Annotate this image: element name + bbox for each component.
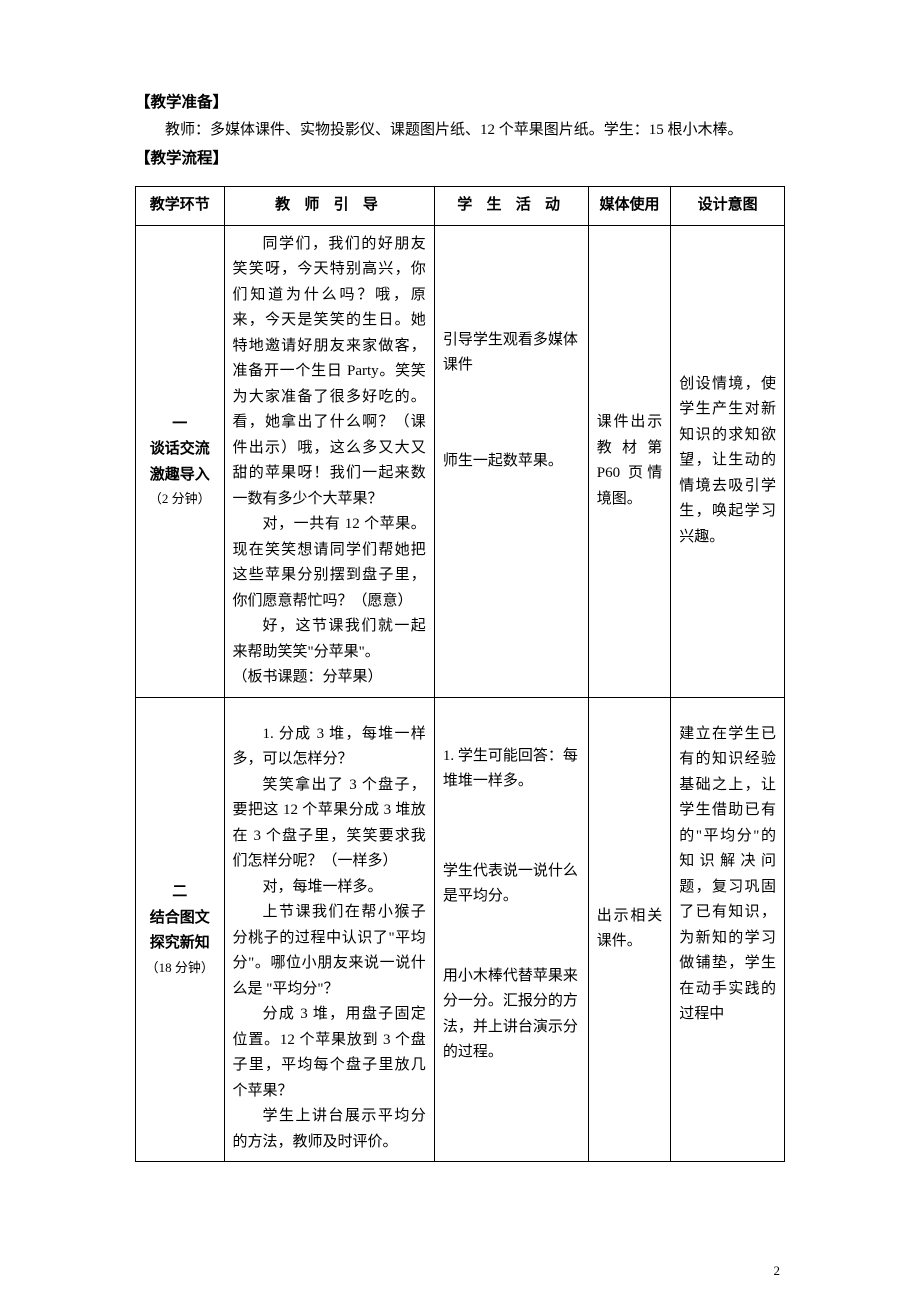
student-para: 1. 学生可能回答：每堆堆一样多。 — [443, 744, 580, 795]
teacher-para: 分成 3 堆，用盘子固定位置。12 个苹果放到 3 个盘子里，平均每个盘子里放几… — [233, 1002, 426, 1104]
header-media: 媒体使用 — [588, 187, 671, 226]
teacher-para: 笑笑拿出了 3 个盘子，要把这 12 个苹果分成 3 堆放在 3 个盘子里，笑笑… — [233, 773, 426, 875]
teacher-para: （板书课题：分苹果） — [233, 665, 426, 691]
student-cell-2: 1. 学生可能回答：每堆堆一样多。 学生代表说一说什么是平均分。 用小木棒代替苹… — [434, 697, 588, 1162]
header-teacher: 教 师 引 导 — [224, 187, 434, 226]
prep-text: 教师：多媒体课件、实物投影仪、课题图片纸、12 个苹果图片纸。学生：15 根小木… — [135, 118, 785, 144]
teacher-para: 上节课我们在帮小猴子分桃子的过程中认识了"平均分"。哪位小朋友来说一说什么是 "… — [233, 900, 426, 1002]
flow-title: 【教学流程】 — [135, 146, 785, 172]
header-student: 学 生 活 动 — [434, 187, 588, 226]
student-para: 引导学生观看多媒体课件 — [443, 328, 580, 379]
student-cell-1: 引导学生观看多媒体课件 师生一起数苹果。 — [434, 225, 588, 697]
student-para: 学生代表说一说什么是平均分。 — [443, 859, 580, 910]
teacher-para: 同学们，我们的好朋友笑笑呀，今天特别高兴，你们知道为什么吗？哦，原来，今天是笑笑… — [233, 232, 426, 513]
table-row: 一 谈话交流 激趣导入 （2 分钟） 同学们，我们的好朋友笑笑呀，今天特别高兴，… — [136, 225, 785, 697]
teacher-para: 对，一共有 12 个苹果。现在笑笑想请同学们帮她把这些苹果分别摆到盘子里，你们愿… — [233, 512, 426, 614]
teacher-para: 1. 分成 3 堆，每堆一样多，可以怎样分？ — [233, 722, 426, 773]
teacher-para: 好，这节课我们就一起来帮助笑笑"分苹果"。 — [233, 614, 426, 665]
stage-num: 一 — [144, 412, 216, 438]
header-intent: 设计意图 — [671, 187, 785, 226]
table-header-row: 教学环节 教 师 引 导 学 生 活 动 媒体使用 设计意图 — [136, 187, 785, 226]
stage-time: （2 分钟） — [144, 488, 216, 510]
stage-name-line: 结合图文 — [144, 906, 216, 932]
media-cell-1: 课件出示教材第 P60 页情境图。 — [588, 225, 671, 697]
stage-name-line: 探究新知 — [144, 931, 216, 957]
stage-name-line: 谈话交流 — [144, 437, 216, 463]
stage-num: 二 — [144, 880, 216, 906]
student-para: 用小木棒代替苹果来分一分。汇报分的方法，并上讲台演示分的过程。 — [443, 964, 580, 1066]
page-number: 2 — [774, 1260, 781, 1282]
lesson-table: 教学环节 教 师 引 导 学 生 活 动 媒体使用 设计意图 一 谈话交流 激趣… — [135, 186, 785, 1162]
teacher-para: 学生上讲台展示平均分的方法，教师及时评价。 — [233, 1104, 426, 1155]
teacher-cell-2: 1. 分成 3 堆，每堆一样多，可以怎样分？ 笑笑拿出了 3 个盘子，要把这 1… — [224, 697, 434, 1162]
intent-cell-2: 建立在学生已有的知识经验基础之上，让学生借助已有的"平均分"的知识解决问题，复习… — [671, 697, 785, 1162]
header-stage: 教学环节 — [136, 187, 225, 226]
table-row: 二 结合图文 探究新知 （18 分钟） 1. 分成 3 堆，每堆一样多，可以怎样… — [136, 697, 785, 1162]
student-para: 师生一起数苹果。 — [443, 449, 580, 475]
teacher-para: 对，每堆一样多。 — [233, 875, 426, 901]
stage-cell-2: 二 结合图文 探究新知 （18 分钟） — [136, 697, 225, 1162]
prep-title: 【教学准备】 — [135, 90, 785, 116]
media-cell-2: 出示相关课件。 — [588, 697, 671, 1162]
stage-time: （18 分钟） — [144, 957, 216, 979]
teacher-cell-1: 同学们，我们的好朋友笑笑呀，今天特别高兴，你们知道为什么吗？哦，原来，今天是笑笑… — [224, 225, 434, 697]
stage-cell-1: 一 谈话交流 激趣导入 （2 分钟） — [136, 225, 225, 697]
intent-text: 建立在学生已有的知识经验基础之上，让学生借助已有的"平均分"的知识解决问题，复习… — [679, 726, 776, 1023]
stage-name-line: 激趣导入 — [144, 463, 216, 489]
intent-cell-1: 创设情境，使学生产生对新知识的求知欲望，让生动的情境去吸引学生，唤起学习兴趣。 — [671, 225, 785, 697]
